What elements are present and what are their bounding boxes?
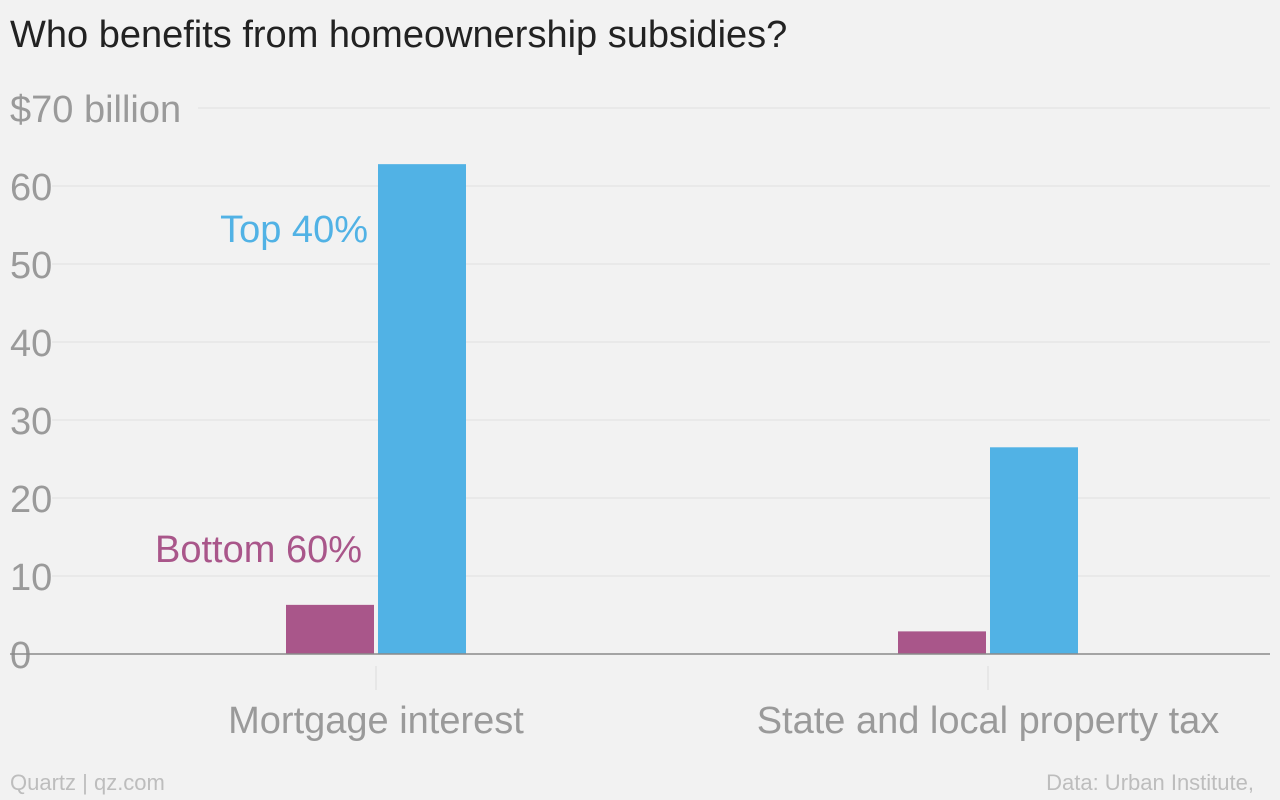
bars <box>286 164 1078 654</box>
y-tick-label: 40 <box>10 323 52 365</box>
y-tick-label: 60 <box>10 167 52 209</box>
tick-label-background <box>6 162 52 192</box>
x-category-label: State and local property tax <box>757 700 1220 742</box>
y-tick-label: 50 <box>10 245 52 287</box>
series-labels: Bottom 60% Top 40% <box>155 209 368 571</box>
tick-label-background <box>6 396 52 426</box>
tick-label-background <box>6 630 52 660</box>
source-credit: Quartz | qz.com <box>10 770 165 795</box>
y-tick-label: $70 billion <box>10 89 181 131</box>
y-tick-label: 10 <box>10 557 52 599</box>
gridlines <box>10 107 1270 577</box>
data-source: Data: Urban Institute, <box>1046 770 1254 795</box>
chart-title: Who benefits from homeownership subsidie… <box>10 14 788 56</box>
series-label-top-40: Top 40% <box>220 209 368 251</box>
tick-label-background <box>6 240 52 270</box>
x-category-label: Mortgage interest <box>228 700 524 742</box>
tick-label-background <box>6 84 198 114</box>
y-tick-label: 20 <box>10 479 52 521</box>
bar-bottom-60-1 <box>898 631 986 654</box>
tick-label-background <box>6 318 52 348</box>
bar-bottom-60-0 <box>286 604 374 654</box>
x-axis: Mortgage interest State and local propert… <box>10 653 1270 742</box>
bar-top-40-1 <box>990 447 1078 654</box>
series-label-bottom-60: Bottom 60% <box>155 529 362 571</box>
tick-label-background <box>6 552 52 582</box>
bar-top-40-0 <box>378 164 466 654</box>
y-tick-label: 30 <box>10 401 52 443</box>
y-axis-tick-labels: 0 10 20 30 40 50 60 $70 billion <box>6 84 198 677</box>
y-tick-label: 0 <box>10 635 31 677</box>
tick-label-background <box>6 474 52 504</box>
